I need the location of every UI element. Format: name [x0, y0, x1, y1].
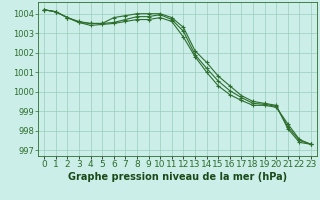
X-axis label: Graphe pression niveau de la mer (hPa): Graphe pression niveau de la mer (hPa): [68, 172, 287, 182]
